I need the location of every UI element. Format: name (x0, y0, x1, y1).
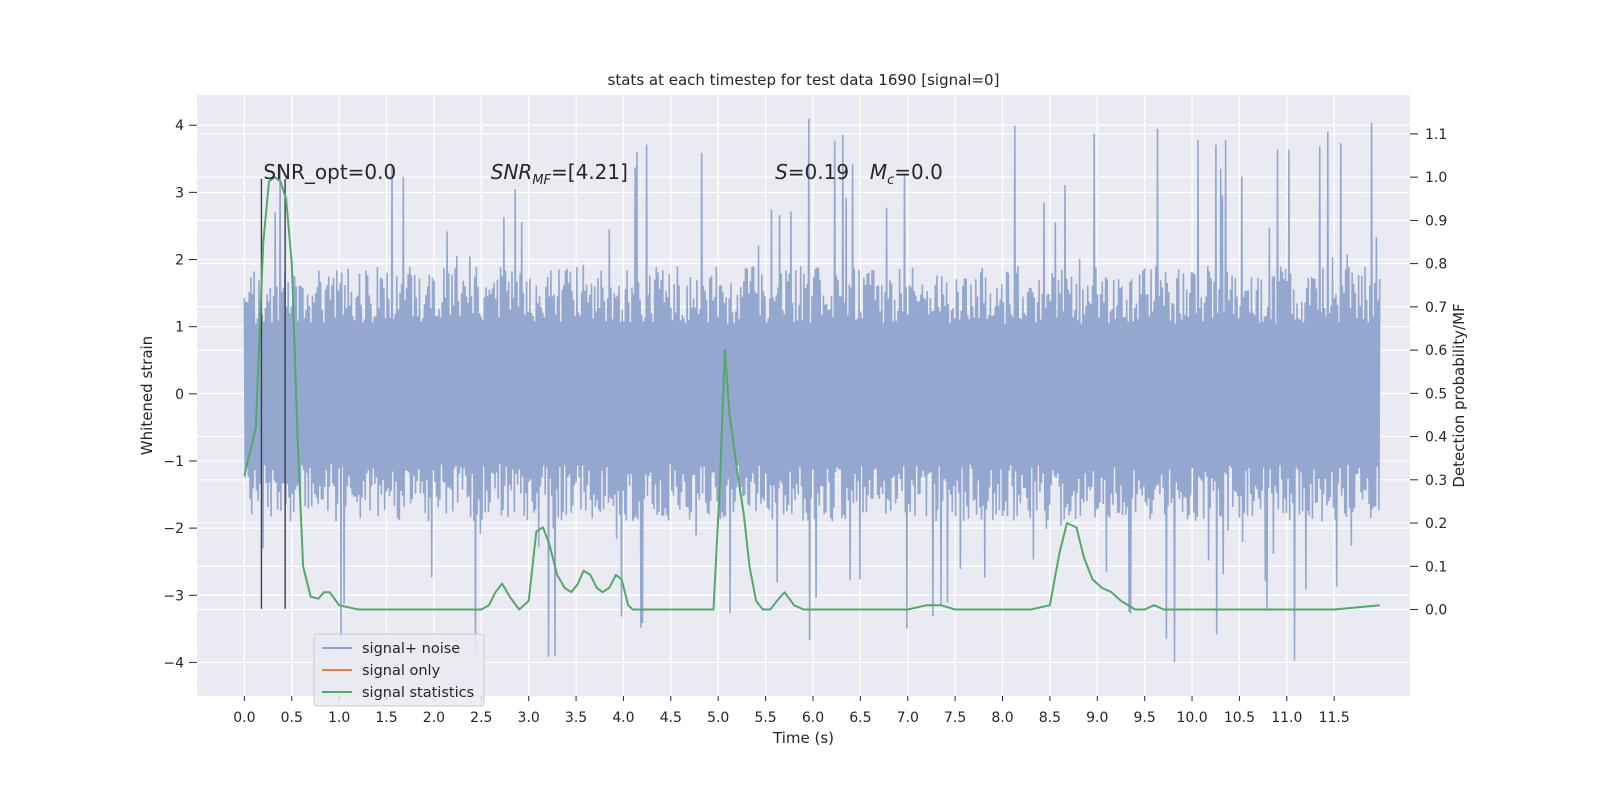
y-tick-label-right: 0.7 (1425, 300, 1447, 316)
x-tick-label: 1.5 (375, 710, 397, 726)
x-tick-label: 9.5 (1134, 710, 1156, 726)
x-tick-label: 8.0 (991, 710, 1013, 726)
x-tick-labels: 0.0 0.5 1.0 1.5 2.0 2.5 3.0 3.5 4.0 4.5 5.0 5.5 6.0 6… (233, 696, 1350, 726)
y-axis-label-right: Detection probability/MF (1450, 303, 1468, 487)
x-tick-label: 4.5 (660, 710, 682, 726)
y-tick-label-left: −1 (163, 454, 184, 470)
x-tick-label: 6.5 (849, 710, 871, 726)
vertical-markers (260, 178, 286, 609)
x-axis-label: Time (s) (772, 729, 834, 747)
y-tick-label-left: 4 (175, 118, 184, 134)
x-tick-label: 4.0 (612, 710, 634, 726)
annotation-0: SNR_opt=0.0 (263, 160, 396, 184)
signal-statistics-series (243, 176, 1380, 611)
annotation-2: S=0.19 (775, 160, 849, 184)
legend-box (313, 633, 485, 707)
y-tick-label-right: 0.9 (1425, 213, 1447, 229)
x-tick-label: 9.0 (1086, 710, 1108, 726)
x-tick-label: 6.0 (802, 710, 824, 726)
y-tick-label-right: 0.4 (1425, 430, 1447, 446)
y-tick-label-left: 2 (175, 253, 184, 269)
x-tick-label: 2.0 (423, 710, 445, 726)
y-tick-label-left: 1 (175, 320, 184, 336)
signal-plus-noise-line (243, 118, 1381, 663)
legend-label-signal-only: signal only (362, 663, 441, 679)
annotation-1: SNRMF=[4.21] (491, 160, 628, 188)
y-tick-label-right: 1.1 (1425, 127, 1447, 143)
signal-plus-noise-series (243, 118, 1381, 663)
x-tick-label: 7.0 (897, 710, 919, 726)
y-tick-label-right: 0.2 (1425, 516, 1447, 532)
y-tick-label-right: 0.0 (1425, 603, 1447, 619)
y-tick-label-right: 0.8 (1425, 257, 1447, 273)
x-tick-label: 3.0 (518, 710, 540, 726)
x-tick-label: 11.5 (1319, 710, 1350, 726)
x-tick-label: 0.5 (281, 710, 303, 726)
y-tick-label-right: 0.1 (1425, 559, 1447, 575)
y-tick-label-left: −2 (163, 521, 184, 537)
y-tick-label-left: 0 (175, 387, 184, 403)
x-tick-label: 3.5 (565, 710, 587, 726)
legend-label-signal-noise: signal+ noise (362, 641, 460, 657)
signal-statistics-line (243, 176, 1380, 611)
annotation-3: Mc=0.0 (870, 160, 943, 188)
x-tick-label: 2.5 (470, 710, 492, 726)
chart-title: stats at each timestep for test data 169… (608, 71, 1000, 89)
x-tick-label: 10.5 (1224, 710, 1255, 726)
x-tick-label: 10.0 (1176, 710, 1207, 726)
x-tick-label: 11.0 (1271, 710, 1302, 726)
y-tick-labels-right: 1.1 1.0 0.9 0.8 0.7 0.6 0.5 0.4 0.3 0.2 0.1 0.0 (1410, 127, 1447, 619)
y-tick-label-left: −3 (163, 588, 184, 604)
legend: signal+ noise signal only signal statist… (313, 633, 485, 707)
x-tick-label: 5.5 (754, 710, 776, 726)
x-tick-label: 1.0 (328, 710, 350, 726)
x-tick-label: 8.5 (1039, 710, 1061, 726)
y-axis-label-left: Whitened strain (138, 336, 156, 455)
y-tick-labels-left: 4 3 2 1 0 −1 −2 −3 −4 (163, 118, 197, 671)
x-tick-label: 7.5 (944, 710, 966, 726)
y-tick-label-right: 0.3 (1425, 473, 1447, 489)
y-tick-label-right: 1.0 (1425, 170, 1447, 186)
x-tick-label: 0.0 (233, 710, 255, 726)
x-tick-label: 5.0 (707, 710, 729, 726)
y-tick-label-right: 0.5 (1425, 386, 1447, 402)
y-tick-label-right: 0.6 (1425, 343, 1447, 359)
y-tick-label-left: 3 (175, 185, 184, 201)
legend-label-signal-statistics: signal statistics (362, 685, 474, 701)
annotations: SNR_opt=0.0 SNRMF=[4.21] S=0.19 Mc=0.0 (263, 160, 943, 188)
y-tick-label-left: −4 (163, 655, 184, 671)
